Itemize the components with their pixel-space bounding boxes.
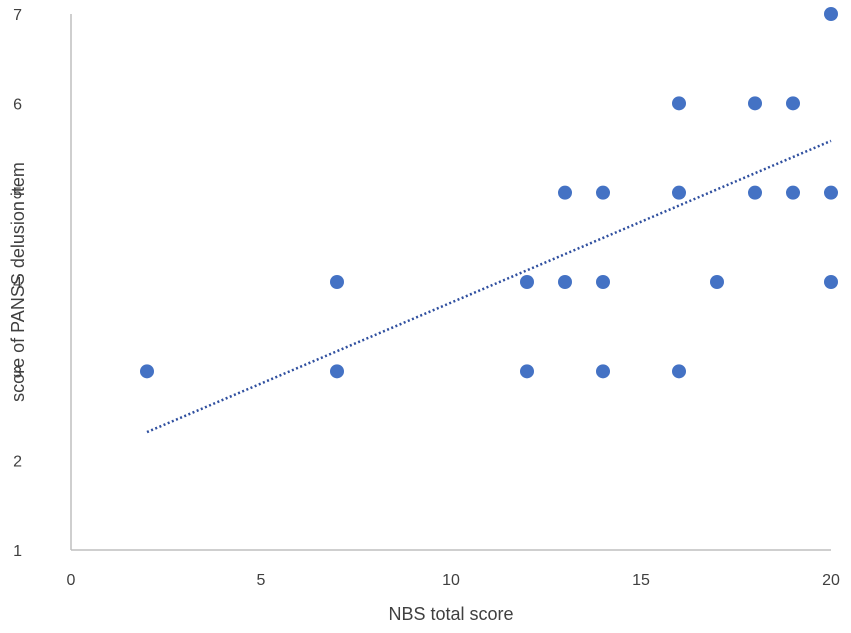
data-point: [710, 275, 724, 289]
data-point: [558, 185, 572, 200]
x-tick-label: 5: [257, 572, 266, 589]
data-points: [140, 7, 838, 379]
data-point: [596, 275, 610, 289]
x-axis-title: NBS total score: [388, 604, 513, 624]
data-point: [140, 364, 154, 379]
data-point: [786, 185, 800, 200]
data-point: [596, 185, 610, 200]
data-point: [330, 364, 344, 379]
y-tick-label: 6: [13, 96, 22, 113]
x-tick-label: 0: [67, 572, 76, 589]
data-point: [748, 96, 762, 111]
data-point: [596, 364, 610, 379]
x-tick-label: 15: [632, 572, 650, 589]
data-point: [824, 7, 838, 21]
y-tick-label: 2: [13, 454, 22, 471]
y-tick-label: 5: [13, 186, 22, 203]
data-point: [824, 275, 838, 289]
data-point: [786, 96, 800, 111]
tick-labels: 0 5 10 15 20 1 2 3 4 5 6 7: [13, 7, 840, 589]
y-tick-label: 1: [13, 543, 22, 560]
trendline: [146, 139, 832, 434]
data-point: [824, 185, 838, 200]
data-point: [672, 185, 686, 200]
data-point: [558, 275, 572, 289]
x-tick-label: 20: [822, 572, 840, 589]
data-point: [672, 96, 686, 111]
y-tick-label: 7: [13, 7, 22, 24]
y-tick-label: 3: [13, 364, 22, 381]
y-tick-label: 4: [13, 275, 22, 292]
data-point: [748, 185, 762, 200]
data-point: [520, 364, 534, 379]
data-point: [672, 364, 686, 379]
axes: [70, 14, 831, 551]
x-tick-label: 10: [442, 572, 460, 589]
data-point: [330, 275, 344, 289]
y-axis-title: score of PANSS delusion item: [8, 162, 28, 402]
data-point: [520, 275, 534, 289]
trendline-layer: [146, 139, 832, 434]
